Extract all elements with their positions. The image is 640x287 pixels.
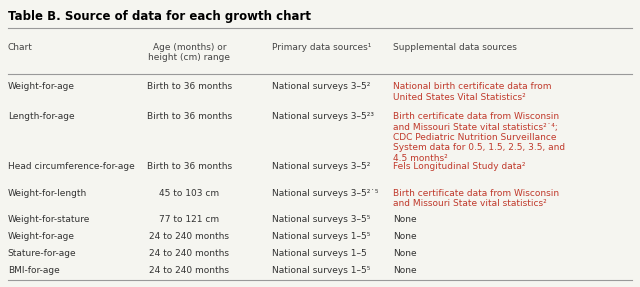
Text: National surveys 3–5²: National surveys 3–5² [272,82,371,91]
Text: National surveys 3–5²³: National surveys 3–5²³ [272,112,374,121]
Text: 24 to 240 months: 24 to 240 months [149,266,229,275]
Text: Weight-for-age: Weight-for-age [8,82,75,91]
Text: Stature-for-age: Stature-for-age [8,249,76,258]
Text: Birth to 36 months: Birth to 36 months [147,82,232,91]
Text: None: None [394,215,417,224]
Text: Birth certificate data from Wisconsin
and Missouri State vital statistics²: Birth certificate data from Wisconsin an… [394,189,559,208]
Text: Head circumference-for-age: Head circumference-for-age [8,162,134,171]
Text: National surveys 1–5: National surveys 1–5 [272,249,367,258]
Text: Birth certificate data from Wisconsin
and Missouri State vital statistics²˙⁴;
CD: Birth certificate data from Wisconsin an… [394,112,565,163]
Text: Age (months) or
height (cm) range: Age (months) or height (cm) range [148,42,230,62]
Text: Weight-for-length: Weight-for-length [8,189,87,198]
Text: None: None [394,232,417,241]
Text: 45 to 103 cm: 45 to 103 cm [159,189,220,198]
Text: National surveys 3–5²˙⁵: National surveys 3–5²˙⁵ [272,189,379,198]
Text: 24 to 240 months: 24 to 240 months [149,249,229,258]
Text: Supplemental data sources: Supplemental data sources [394,42,517,52]
Text: 77 to 121 cm: 77 to 121 cm [159,215,220,224]
Text: Birth to 36 months: Birth to 36 months [147,162,232,171]
Text: Length-for-age: Length-for-age [8,112,74,121]
Text: Fels Longitudinal Study data²: Fels Longitudinal Study data² [394,162,526,171]
Text: Weight-for-age: Weight-for-age [8,232,75,241]
Text: BMI-for-age: BMI-for-age [8,266,60,275]
Text: 24 to 240 months: 24 to 240 months [149,232,229,241]
Text: Table B. Source of data for each growth chart: Table B. Source of data for each growth … [8,10,311,23]
Text: None: None [394,266,417,275]
Text: Primary data sources¹: Primary data sources¹ [272,42,372,52]
Text: National surveys 3–5²: National surveys 3–5² [272,162,371,171]
Text: National birth certificate data from
United States Vital Statistics²: National birth certificate data from Uni… [394,82,552,102]
Text: National surveys 1–5⁵: National surveys 1–5⁵ [272,232,371,241]
Text: National surveys 3–5⁵: National surveys 3–5⁵ [272,215,371,224]
Text: None: None [394,249,417,258]
Text: Weight-for-stature: Weight-for-stature [8,215,90,224]
Text: Chart: Chart [8,42,33,52]
Text: Birth to 36 months: Birth to 36 months [147,112,232,121]
Text: National surveys 1–5⁵: National surveys 1–5⁵ [272,266,371,275]
